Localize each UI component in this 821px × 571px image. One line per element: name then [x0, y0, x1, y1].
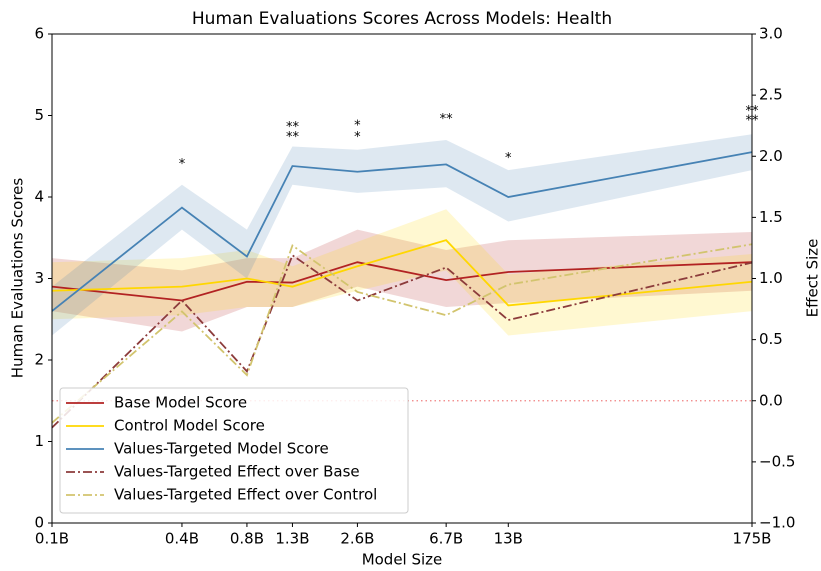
y2-tick-label: 2.0	[759, 147, 783, 165]
series-line	[51, 151, 753, 312]
legend-label: Values-Targeted Effect over Base	[114, 463, 360, 481]
y-tick-label: 4	[34, 188, 44, 206]
significance-mark: *	[354, 119, 361, 134]
significance-mark: **	[286, 130, 300, 145]
y2-tick-label: −0.5	[759, 452, 795, 470]
x-axis-label: Model Size	[362, 551, 443, 569]
series-line	[51, 261, 753, 302]
significance-mark: *	[354, 130, 361, 145]
y2-tick-label: 0.0	[759, 391, 783, 409]
y2-tick-label: 0.5	[759, 330, 783, 348]
significance-mark: **	[286, 120, 300, 135]
y-tick-label: 2	[34, 351, 44, 369]
legend-label: Control Model Score	[114, 417, 265, 435]
significance-mark: *	[179, 157, 186, 172]
legend: Base Model Score Control Model Score Value…	[59, 387, 409, 514]
x-tick-label: 1.3B	[275, 530, 309, 548]
legend-label: Base Model Score	[114, 394, 247, 412]
y2-tick-label: −1.0	[759, 514, 795, 532]
x-tick-label: 0.1B	[35, 530, 69, 548]
x-tick-label: 175B	[733, 530, 772, 548]
x-tick-label: 0.8B	[230, 530, 264, 548]
series-line	[51, 239, 753, 307]
y-tick-label: 3	[34, 269, 44, 287]
significance-mark: **	[440, 112, 454, 127]
legend-label: Values-Targeted Effect over Control	[114, 486, 377, 504]
y-tick-label: 0	[34, 514, 44, 532]
x-tick-label: 2.6B	[340, 530, 374, 548]
x-tick-label: 13B	[494, 530, 523, 548]
y-tick-label: 1	[34, 432, 44, 450]
confidence-band	[52, 209, 752, 336]
y2-tick-label: 1.0	[759, 269, 783, 287]
y-tick-label: 6	[34, 25, 44, 43]
significance-mark: *	[505, 151, 512, 166]
y2-tick-label: 2.5	[759, 86, 783, 104]
y2-tick-label: 1.5	[759, 208, 783, 226]
legend-label: Values-Targeted Model Score	[114, 440, 329, 458]
y2-axis-label: Effect Size	[804, 239, 821, 318]
x-tick-label: 0.4B	[165, 530, 199, 548]
legend-box	[59, 387, 409, 514]
y2-tick-label: 3.0	[759, 25, 783, 43]
y-axis-label: Human Evaluations Scores	[9, 178, 27, 379]
y-tick-label: 5	[34, 106, 44, 124]
x-tick-label: 6.7B	[429, 530, 463, 548]
confidence-band	[52, 229, 752, 332]
series-line	[51, 253, 753, 429]
chart-title: Human Evaluations Scores Across Models: …	[192, 9, 612, 29]
